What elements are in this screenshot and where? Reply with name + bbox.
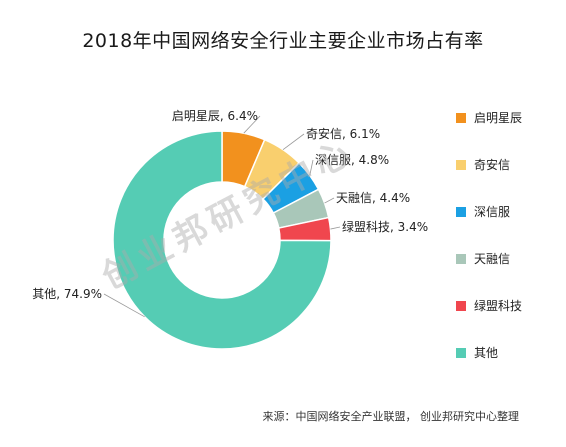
legend-item-3: 深信服 [456, 203, 510, 220]
legend-label: 其他 [474, 346, 499, 360]
slice-6 [112, 130, 332, 350]
data-label-3: 深信服, 4.8% [315, 153, 389, 167]
data-label-1: 启明星辰, 6.4% [172, 109, 258, 123]
source-note: 来源：中国网络安全产业联盟， 创业邦研究中心整理 [262, 410, 520, 423]
legend-swatch [456, 206, 466, 217]
data-label-4: 天融信, 4.4% [336, 191, 410, 205]
legend-swatch [456, 112, 466, 123]
leader-line-6 [103, 293, 145, 318]
leader-line-5 [330, 226, 341, 230]
leader-line-4 [324, 197, 335, 204]
legend-swatch [456, 253, 466, 264]
legend-label: 奇安信 [474, 158, 511, 172]
data-label-6: 其他, 74.9% [32, 287, 102, 301]
leader-line-1 [243, 115, 261, 134]
leader-line-3 [309, 159, 314, 176]
legend-label: 深信服 [474, 205, 511, 219]
legend-swatch [456, 300, 466, 311]
legend-item-4: 天融信 [456, 250, 510, 267]
data-label-5: 绿盟科技, 3.4% [342, 219, 428, 234]
legend-item-6: 其他 [456, 344, 498, 361]
legend-swatch [456, 347, 466, 358]
chart-legend: 启明星辰奇安信深信服天融信绿盟科技其他 [456, 0, 566, 447]
legend-swatch [456, 159, 466, 170]
legend-item-1: 启明星辰 [456, 109, 522, 126]
data-label-2: 奇安信, 6.1% [306, 126, 380, 141]
legend-label: 天融信 [474, 252, 511, 266]
legend-item-5: 绿盟科技 [456, 297, 522, 314]
leader-line-2 [282, 133, 305, 150]
chart-title: 2018年中国网络安全行业主要企业市场占有率 [82, 30, 484, 52]
legend-item-2: 奇安信 [456, 156, 510, 173]
legend-label: 绿盟科技 [474, 299, 523, 313]
legend-label: 启明星辰 [474, 111, 523, 125]
